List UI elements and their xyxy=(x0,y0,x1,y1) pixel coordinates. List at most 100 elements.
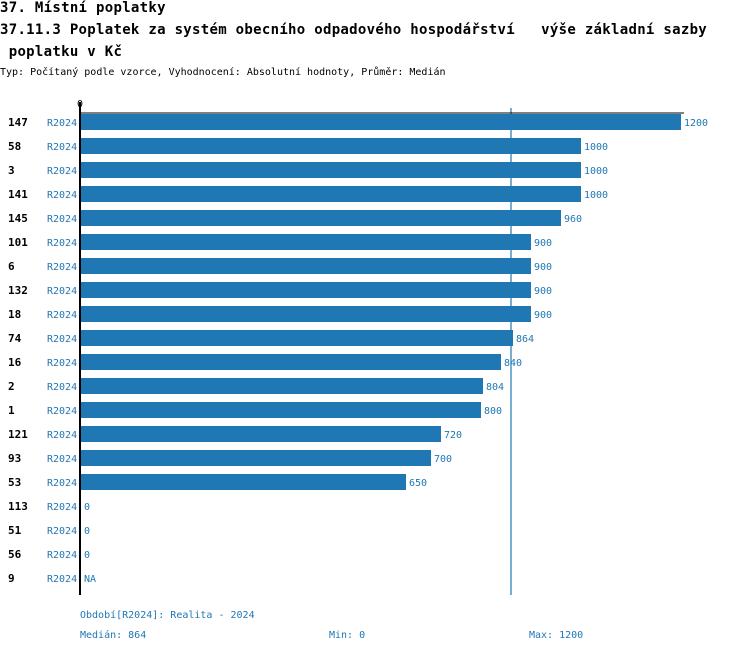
period-label: R2024 xyxy=(47,334,77,345)
value-label: 650 xyxy=(409,478,427,489)
period-label: R2024 xyxy=(47,430,77,441)
bar-row: 3 R2024 1000 xyxy=(8,162,608,178)
category-label: 141 xyxy=(8,188,28,201)
category-label: 101 xyxy=(8,236,28,249)
bar xyxy=(81,426,441,442)
value-label: 900 xyxy=(534,262,552,273)
period-label: R2024 xyxy=(47,454,77,465)
footer-max: Max: 1200 xyxy=(529,630,584,641)
period-label: R2024 xyxy=(47,214,77,225)
period-label: R2024 xyxy=(47,310,77,321)
period-label: R2024 xyxy=(47,478,77,489)
value-label: NA xyxy=(84,574,96,585)
value-label: 960 xyxy=(564,214,582,225)
value-label: 0 xyxy=(84,550,90,561)
bar-row: 2 R2024 804 xyxy=(8,378,504,394)
bar xyxy=(81,258,531,274)
category-label: 132 xyxy=(8,284,28,297)
category-label: 16 xyxy=(8,356,22,369)
category-label: 145 xyxy=(8,212,28,225)
value-label: 1000 xyxy=(584,142,608,153)
value-label: 1000 xyxy=(584,190,608,201)
bar xyxy=(81,162,581,178)
bar-row: 141 R2024 1000 xyxy=(8,186,608,202)
bar-row: 113 R2024 0 xyxy=(8,500,90,513)
category-label: 9 xyxy=(8,572,15,585)
category-label: 53 xyxy=(8,476,21,489)
bar xyxy=(81,282,531,298)
value-label: 840 xyxy=(504,358,522,369)
period-label: R2024 xyxy=(47,238,77,249)
value-label: 900 xyxy=(534,286,552,297)
category-label: 113 xyxy=(8,500,28,513)
bar-row: 6 R2024 900 xyxy=(8,258,552,274)
footer-median: Medián: 864 xyxy=(80,630,147,641)
bar-row: 51 R2024 0 xyxy=(8,524,90,537)
bar-row: 1 R2024 800 xyxy=(8,402,502,418)
category-label: 121 xyxy=(8,428,28,441)
bar-row: 145 R2024 960 xyxy=(8,210,582,226)
bar xyxy=(81,306,531,322)
bar xyxy=(81,210,561,226)
period-label: R2024 xyxy=(47,382,77,393)
period-label: R2024 xyxy=(47,574,77,585)
bar-row: 53 R2024 650 xyxy=(8,474,427,490)
bar xyxy=(81,378,483,394)
period-label: R2024 xyxy=(47,166,77,177)
bar-row: 56 R2024 0 xyxy=(8,548,90,561)
bar xyxy=(81,330,513,346)
period-label: R2024 xyxy=(47,286,77,297)
bar-row: 9 R2024 NA xyxy=(8,572,96,585)
period-label: R2024 xyxy=(47,142,77,153)
category-label: 56 xyxy=(8,548,22,561)
value-label: 720 xyxy=(444,430,462,441)
chart-title-line1: 37.11.3 Poplatek za systém obecního odpa… xyxy=(0,22,708,38)
bar xyxy=(81,450,431,466)
bar xyxy=(81,138,581,154)
period-label: R2024 xyxy=(47,550,77,561)
period-label: R2024 xyxy=(47,190,77,201)
value-label: 0 xyxy=(84,502,90,513)
bar-row: 58 R2024 1000 xyxy=(8,138,608,154)
period-label: R2024 xyxy=(47,262,77,273)
bar-row: 74 R2024 864 xyxy=(8,330,534,346)
category-label: 3 xyxy=(8,164,15,177)
bar-row: 132 R2024 900 xyxy=(8,282,552,298)
chart-title-line2: poplatku v Kč xyxy=(0,44,123,60)
bar-row: 18 R2024 900 xyxy=(8,306,552,322)
bar-row: 101 R2024 900 xyxy=(8,234,552,250)
bar-row: 147 R2024 1200 xyxy=(8,114,708,130)
bar xyxy=(81,114,681,130)
bar xyxy=(81,234,531,250)
value-label: 0 xyxy=(84,526,90,537)
bar xyxy=(81,186,581,202)
value-label: 700 xyxy=(434,454,452,465)
bar xyxy=(81,474,406,490)
bar xyxy=(81,354,501,370)
category-label: 2 xyxy=(8,380,15,393)
bar xyxy=(81,402,481,418)
category-label: 1 xyxy=(8,404,15,417)
value-label: 900 xyxy=(534,310,552,321)
period-label: R2024 xyxy=(47,358,77,369)
category-label: 51 xyxy=(8,524,22,537)
value-label: 1000 xyxy=(584,166,608,177)
value-label: 1200 xyxy=(684,118,708,129)
bar-row: 121 R2024 720 xyxy=(8,426,462,442)
category-label: 147 xyxy=(8,116,28,129)
chart-subtitle: Typ: Počítaný podle vzorce, Vyhodnocení:… xyxy=(0,67,446,78)
period-label: R2024 xyxy=(47,118,77,129)
bar-row: 93 R2024 700 xyxy=(8,450,452,466)
section-title: 37. Místní poplatky xyxy=(0,0,166,16)
value-label: 864 xyxy=(516,334,534,345)
category-label: 6 xyxy=(8,260,15,273)
category-label: 74 xyxy=(8,332,22,345)
period-label: R2024 xyxy=(47,526,77,537)
category-label: 18 xyxy=(8,308,21,321)
category-label: 58 xyxy=(8,140,21,153)
value-label: 900 xyxy=(534,238,552,249)
footer-period: Období[R2024]: Realita - 2024 xyxy=(80,610,255,621)
period-label: R2024 xyxy=(47,406,77,417)
footer-min: Min: 0 xyxy=(329,630,366,641)
